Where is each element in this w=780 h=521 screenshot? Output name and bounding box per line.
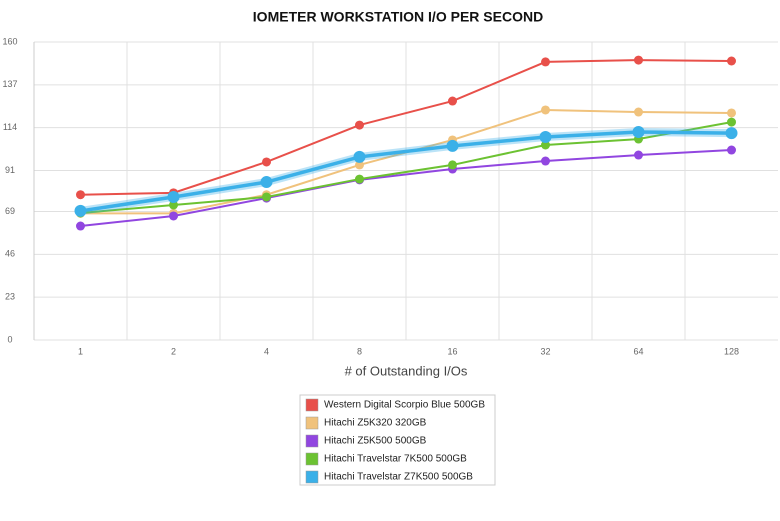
x-tick-label: 2 <box>171 346 176 356</box>
legend-label: Western Digital Scorpio Blue 500GB <box>324 400 485 411</box>
legend-swatch <box>305 434 319 448</box>
point <box>169 211 178 221</box>
point <box>76 221 85 231</box>
point <box>727 108 736 118</box>
point <box>355 174 364 184</box>
point <box>260 176 273 189</box>
x-tick-label: 128 <box>724 346 739 356</box>
point <box>634 55 643 65</box>
point <box>355 120 364 130</box>
point <box>74 204 87 217</box>
series-line <box>80 121 732 214</box>
x-tick-label: 1 <box>78 346 83 356</box>
x-tick-label: 16 <box>447 346 457 356</box>
point <box>167 190 180 203</box>
x-tick-label: 4 <box>264 346 269 356</box>
x-tick-label: 64 <box>633 346 643 356</box>
chart-title: IOMETER WORKSTATION I/O PER SECOND <box>253 9 543 25</box>
point <box>355 160 364 170</box>
legend-label: Hitachi Travelstar 7K500 500GB <box>324 454 467 465</box>
point <box>541 105 550 115</box>
point <box>632 125 645 138</box>
legend-swatch <box>305 398 319 412</box>
point <box>353 150 366 163</box>
point <box>541 140 550 150</box>
legend-label: Hitachi Travelstar Z7K500 500GB <box>324 472 473 483</box>
point <box>541 156 550 166</box>
y-tick-label: 0 <box>7 334 12 344</box>
point <box>727 145 736 155</box>
point <box>76 190 85 200</box>
y-tick-label: 137 <box>2 79 17 89</box>
legend-swatch <box>305 470 319 484</box>
series-line <box>80 149 732 228</box>
legend-box <box>299 394 496 486</box>
point <box>446 139 459 152</box>
legend-label: Hitachi Z5K500 500GB <box>324 436 427 447</box>
point <box>448 160 457 170</box>
y-tick-label: 23 <box>5 292 15 302</box>
series-line <box>80 130 732 213</box>
point <box>539 130 552 143</box>
point <box>541 57 550 67</box>
point <box>727 56 736 66</box>
legend-swatch <box>305 452 319 466</box>
point <box>634 150 643 160</box>
point <box>262 157 271 167</box>
legend-label: Hitachi Z5K320 320GB <box>324 418 427 429</box>
point <box>169 200 178 210</box>
y-tick-label: 91 <box>5 165 15 175</box>
point <box>727 117 736 127</box>
y-tick-label: 46 <box>5 249 15 259</box>
y-tick-label: 160 <box>2 36 17 46</box>
point <box>448 96 457 106</box>
x-tick-label: 8 <box>357 346 362 356</box>
point <box>262 192 271 202</box>
x-axis-label: # of Outstanding I/Os <box>345 363 468 378</box>
y-tick-label: 69 <box>5 206 15 216</box>
legend-swatch <box>305 416 319 430</box>
y-tick-label: 114 <box>3 122 17 132</box>
point <box>634 107 643 117</box>
point <box>725 127 738 140</box>
series-line <box>80 59 732 196</box>
x-tick-label: 32 <box>540 346 550 356</box>
